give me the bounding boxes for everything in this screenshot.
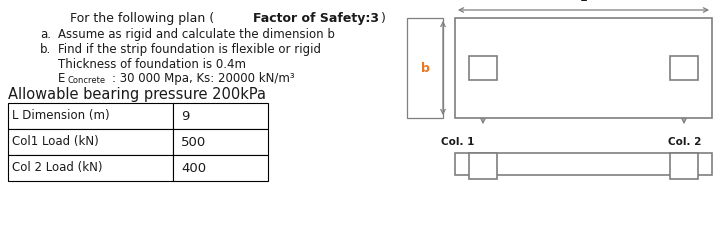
Text: Concrete: Concrete: [67, 76, 105, 85]
Text: 400: 400: [181, 162, 206, 174]
Bar: [407, 18, 443, 118]
Text: Col. 1: Col. 1: [441, 137, 474, 147]
Bar: [173, 155, 268, 181]
Bar: [469, 153, 497, 179]
Text: a.: a.: [40, 28, 51, 41]
Text: Assume as rigid and calculate the dimension b: Assume as rigid and calculate the dimens…: [58, 28, 335, 41]
Text: Col 2 Load (kN): Col 2 Load (kN): [12, 162, 102, 174]
Bar: [8, 155, 173, 181]
Text: : 30 000 Mpa, Ks: 20000 kN/m³: : 30 000 Mpa, Ks: 20000 kN/m³: [112, 72, 295, 85]
Text: L Dimension (m): L Dimension (m): [12, 109, 110, 123]
Bar: [469, 56, 497, 80]
Text: E: E: [58, 72, 65, 85]
Text: Thickness of foundation is 0.4m: Thickness of foundation is 0.4m: [58, 58, 246, 71]
Bar: [455, 153, 712, 175]
Text: Allowable bearing pressure 200kPa: Allowable bearing pressure 200kPa: [8, 87, 266, 102]
Text: b: b: [420, 62, 430, 75]
Text: ): ): [381, 12, 386, 25]
Text: Find if the strip foundation is flexible or rigid: Find if the strip foundation is flexible…: [58, 43, 321, 56]
Text: Col. 2: Col. 2: [668, 137, 701, 147]
Text: 500: 500: [181, 136, 206, 148]
Bar: [455, 18, 712, 118]
Text: For the following plan (: For the following plan (: [70, 12, 214, 25]
Text: L: L: [580, 0, 587, 4]
Text: b.: b.: [40, 43, 52, 56]
Text: Col1 Load (kN): Col1 Load (kN): [12, 136, 99, 148]
Bar: [670, 56, 698, 80]
Text: Factor of Safety:3: Factor of Safety:3: [253, 12, 379, 25]
Bar: [8, 103, 173, 129]
Bar: [8, 129, 173, 155]
Bar: [173, 129, 268, 155]
Bar: [173, 103, 268, 129]
Text: 9: 9: [181, 109, 189, 123]
Bar: [670, 153, 698, 179]
